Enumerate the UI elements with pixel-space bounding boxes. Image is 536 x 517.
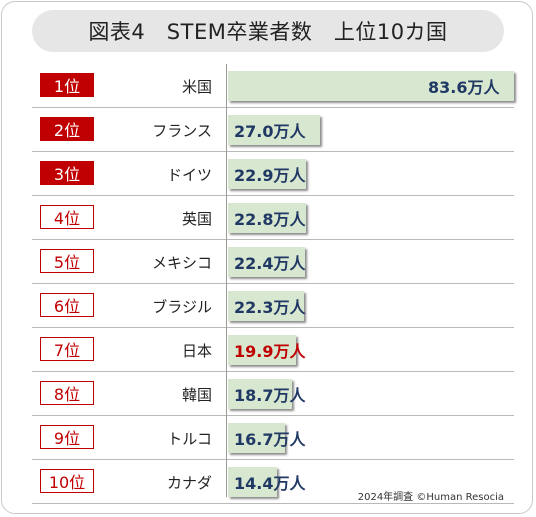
rank-badge: 2位 xyxy=(40,117,94,141)
rank-badge: 8位 xyxy=(40,381,94,405)
country-label: ブラジル xyxy=(152,297,212,316)
rank-badge: 1位 xyxy=(40,73,94,97)
bar xyxy=(228,203,306,233)
country-label: 米国 xyxy=(181,77,212,96)
value-label: 14.4万人 xyxy=(234,474,306,493)
value-label: 22.3万人 xyxy=(234,298,306,317)
country-label: 日本 xyxy=(181,341,212,360)
table-row: 3位 ドイツ xyxy=(32,152,514,196)
bar xyxy=(228,247,305,277)
value-label: 22.9万人 xyxy=(234,166,306,185)
bar xyxy=(228,115,320,145)
table-row: 9位 トルコ xyxy=(32,416,514,460)
country-label: メキシコ xyxy=(151,253,212,272)
chart-title: 図表4 STEM卒業者数 上位10カ国 xyxy=(32,10,504,52)
rank-badge: 6位 xyxy=(40,293,94,317)
country-label: フランス xyxy=(152,121,212,140)
rank-badge: 3位 xyxy=(40,161,94,185)
rank-badge: 4位 xyxy=(40,205,94,229)
table-row: 7位 日本 xyxy=(32,328,514,372)
table-row: 8位 韓国 xyxy=(32,372,514,416)
bar xyxy=(228,291,304,321)
country-label: カナダ xyxy=(166,473,212,492)
axis-divider xyxy=(226,64,227,497)
country-label: ドイツ xyxy=(166,165,212,184)
bar xyxy=(228,71,514,101)
bar xyxy=(228,335,296,365)
country-label: 英国 xyxy=(181,209,212,228)
rank-badge: 7位 xyxy=(40,337,94,361)
table-row: 5位 メキシコ xyxy=(32,240,514,284)
country-label: トルコ xyxy=(167,429,212,448)
value-label: 83.6万人 xyxy=(428,78,500,97)
table-row: 6位 ブラジル xyxy=(32,284,514,328)
value-label: 27.0万人 xyxy=(234,122,306,141)
rank-badge: 5位 xyxy=(40,249,94,273)
value-label: 19.9万人 xyxy=(234,342,306,361)
country-label: 韓国 xyxy=(181,385,212,404)
bar xyxy=(228,423,285,453)
bar xyxy=(228,159,306,189)
value-label: 22.4万人 xyxy=(234,254,306,273)
bar xyxy=(228,379,292,409)
bar xyxy=(228,467,277,497)
value-label: 16.7万人 xyxy=(234,430,306,449)
source-note: 2024年調査 ©Human Resocia xyxy=(357,492,504,503)
rank-badge: 9位 xyxy=(40,425,94,449)
table-row: 1位 米国 xyxy=(32,64,514,108)
table-row: 4位 英国 xyxy=(32,196,514,240)
rank-badge: 10位 xyxy=(40,469,94,493)
table-row: 10位 カナダ xyxy=(32,460,514,504)
value-label: 22.8万人 xyxy=(234,210,306,229)
value-label: 18.7万人 xyxy=(234,386,306,405)
table-row: 2位 フランス xyxy=(32,108,514,152)
